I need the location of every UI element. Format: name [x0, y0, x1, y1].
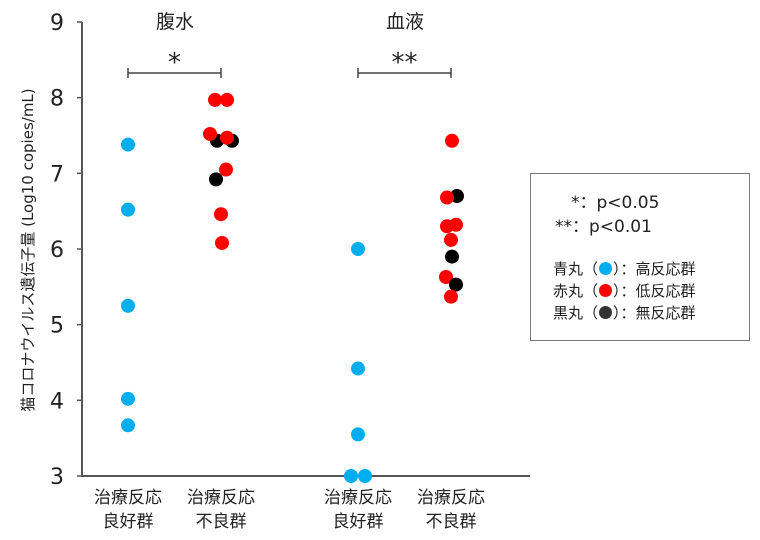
- red-circle-icon: [599, 284, 613, 297]
- blue-data-point: [121, 391, 135, 406]
- red-data-point: [219, 162, 233, 177]
- blue-data-point: [358, 469, 372, 483]
- blue-data-point: [121, 137, 135, 152]
- y-tick-label: 4: [50, 389, 64, 414]
- legend-text: 黒丸（: [553, 304, 599, 322]
- y-axis-title: 猫コロナウイルス遺伝子量 (Log10 copies/mL): [19, 88, 37, 411]
- black-data-point: [449, 277, 463, 292]
- x-category-label: 良好群: [333, 512, 384, 532]
- y-tick-label: 9: [50, 11, 64, 36]
- blue-data-point: [344, 469, 358, 483]
- blue-data-point: [121, 298, 135, 313]
- y-axis-label: 猫コロナウイルス遺伝子量 (Log10 copies/mL): [19, 88, 37, 411]
- panel-title: 腹水: [156, 11, 194, 33]
- x-category-label: 治療反応: [324, 488, 392, 508]
- x-category-label: 治療反応: [94, 488, 162, 508]
- red-data-point: [444, 289, 458, 304]
- red-data-point: [445, 133, 459, 148]
- legend-text: 青丸（: [553, 260, 599, 278]
- red-data-point: [203, 126, 217, 141]
- legend-entry-blue: 青丸（ ）：高反応群: [553, 258, 696, 279]
- red-data-point: [208, 92, 222, 107]
- red-data-point: [440, 190, 454, 205]
- x-category-label: 治療反応: [187, 488, 255, 508]
- blue-data-point: [351, 361, 365, 376]
- y-tick-label: 7: [50, 162, 64, 187]
- y-tick-label: 3: [50, 465, 64, 490]
- red-data-point: [214, 207, 228, 222]
- x-category-label: 良好群: [103, 512, 154, 532]
- red-data-point: [444, 232, 458, 247]
- blue-data-point: [121, 418, 135, 433]
- legend-text: 赤丸（: [553, 282, 599, 300]
- significance-marker: *: [168, 48, 181, 78]
- legend-sig-2: **：p<0.01: [555, 217, 652, 237]
- blue-data-point: [351, 242, 365, 256]
- red-data-point: [440, 219, 454, 234]
- y-tick-label: 5: [50, 314, 64, 339]
- red-data-point: [439, 269, 453, 284]
- legend-text: ）：高反応群: [613, 260, 696, 278]
- red-data-point: [215, 235, 229, 250]
- blue-data-point: [121, 202, 135, 217]
- axes: 3 4 5 6 7 8 9: [50, 11, 530, 490]
- black-circle-icon: [599, 306, 613, 319]
- legend-entry-black: 黒丸（ ）：無反応群: [553, 302, 696, 323]
- x-category-label: 不良群: [426, 512, 477, 532]
- panel-title: 血液: [386, 11, 424, 33]
- significance-marker: **: [392, 48, 418, 78]
- red-data-point: [220, 92, 234, 107]
- legend-text: ）：低反応群: [613, 282, 696, 300]
- y-tick-label: 8: [50, 87, 64, 112]
- blue-data-point: [351, 427, 365, 442]
- legend-sig-1: *：p<0.05: [571, 193, 660, 213]
- x-category-label: 治療反応: [417, 488, 485, 508]
- legend: *：p<0.05 **：p<0.01 青丸（ ）：高反応群 赤丸（ ）：低反応群…: [530, 173, 750, 341]
- black-data-point: [445, 249, 459, 264]
- legend-entry-red: 赤丸（ ）：低反応群: [553, 280, 696, 301]
- blue-circle-icon: [599, 262, 613, 275]
- red-data-point: [220, 130, 234, 145]
- black-data-point: [209, 172, 223, 187]
- y-tick-label: 6: [50, 238, 64, 263]
- legend-text: ）：無反応群: [613, 304, 696, 322]
- x-category-label: 不良群: [196, 512, 247, 532]
